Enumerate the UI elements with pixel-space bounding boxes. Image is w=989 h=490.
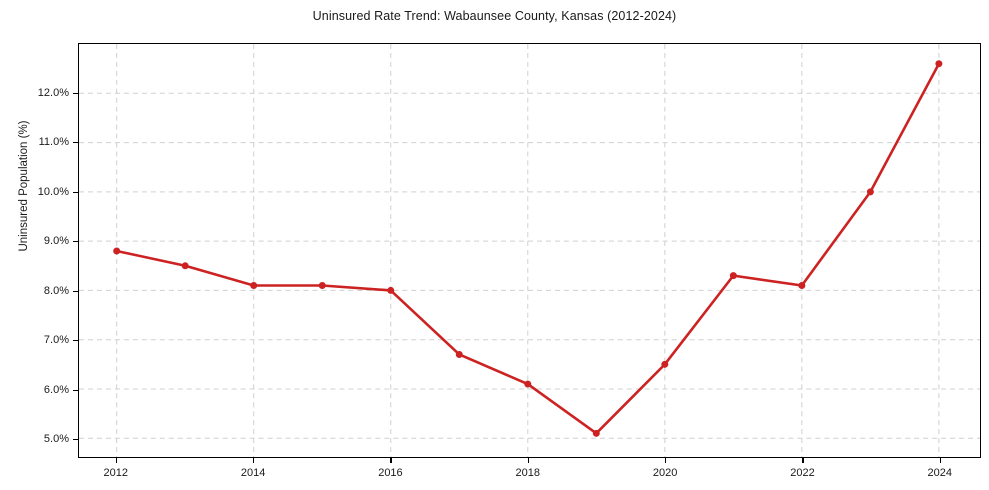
y-axis-tick-label: 8.0% (43, 284, 69, 297)
x-axis-tick-mark (802, 458, 804, 463)
plot-area (78, 43, 981, 458)
x-axis-tick-mark (390, 458, 392, 463)
data-point-marker[interactable] (455, 351, 463, 358)
y-axis-tick-label: 7.0% (43, 334, 69, 347)
y-axis-label: Uninsured Population (%) (18, 120, 30, 252)
x-axis-tick-label: 2014 (240, 467, 266, 479)
x-axis-tick-label: 2016 (378, 467, 403, 479)
data-point-marker[interactable] (866, 188, 874, 196)
series-line-uninsured-rate (115, 62, 941, 435)
x-axis-tick-mark (115, 458, 117, 463)
y-axis-tick-label: 11.0% (38, 136, 69, 149)
x-axis-tick-mark (527, 458, 529, 463)
x-axis-tick-label: 2020 (652, 467, 678, 479)
chart-title: Uninsured Rate Trend: Wabaunsee County, … (312, 9, 677, 23)
data-point-marker[interactable] (250, 282, 258, 289)
x-axis-tick-mark (939, 458, 941, 463)
data-point-marker[interactable] (318, 282, 326, 289)
x-axis-tick-label: 2024 (927, 467, 953, 479)
data-point-marker[interactable] (935, 60, 943, 68)
x-axis-tick-mark (665, 458, 667, 463)
x-axis-tick-label: 2012 (103, 467, 129, 479)
data-point-marker[interactable] (113, 247, 121, 255)
y-axis-tick-label: 12.0% (37, 86, 69, 99)
data-point-marker[interactable] (661, 360, 669, 368)
x-axis-tick-label: 2018 (515, 467, 541, 479)
x-axis-tick-mark (253, 458, 255, 463)
data-point-marker[interactable] (387, 286, 395, 294)
data-point-marker[interactable] (181, 262, 189, 270)
y-axis-tick-label: 5.0% (43, 433, 69, 446)
y-axis-tick-label: 6.0% (43, 383, 69, 396)
data-series-layer (113, 60, 943, 437)
data-point-marker[interactable] (729, 272, 737, 280)
y-axis-tick-label: 9.0% (43, 235, 69, 248)
data-point-marker[interactable] (798, 282, 806, 289)
data-point-marker[interactable] (524, 380, 532, 388)
y-axis-tick-label: 10.0% (37, 185, 69, 198)
x-axis-tick-label: 2022 (790, 467, 815, 479)
gridlines-layer (79, 44, 980, 457)
data-point-marker[interactable] (592, 429, 600, 437)
